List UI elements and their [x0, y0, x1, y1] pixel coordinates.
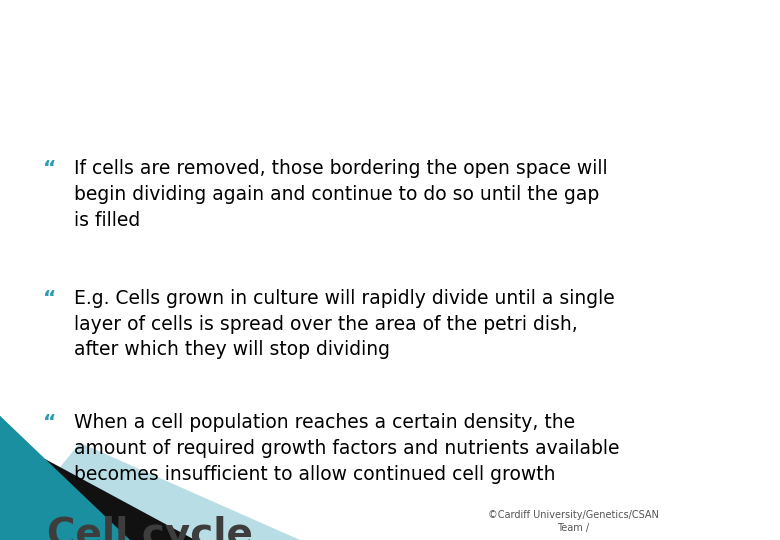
Text: When a cell population reaches a certain density, the
amount of required growth : When a cell population reaches a certain… — [74, 413, 619, 484]
Polygon shape — [0, 459, 195, 540]
Polygon shape — [0, 443, 300, 540]
Polygon shape — [0, 416, 130, 540]
Text: E.g. Cells grown in culture will rapidly divide until a single
layer of cells is: E.g. Cells grown in culture will rapidly… — [74, 289, 615, 360]
Text: “: “ — [43, 289, 56, 308]
Text: Cell cycle: Cell cycle — [47, 516, 253, 540]
Text: If cells are removed, those bordering the open space will
begin dividing again a: If cells are removed, those bordering th… — [74, 159, 608, 230]
Text: “: “ — [43, 413, 56, 432]
Text: “: “ — [43, 159, 56, 178]
Text: ©Cardiff University/Genetics/CSAN
Team /: ©Cardiff University/Genetics/CSAN Team / — [488, 510, 659, 534]
